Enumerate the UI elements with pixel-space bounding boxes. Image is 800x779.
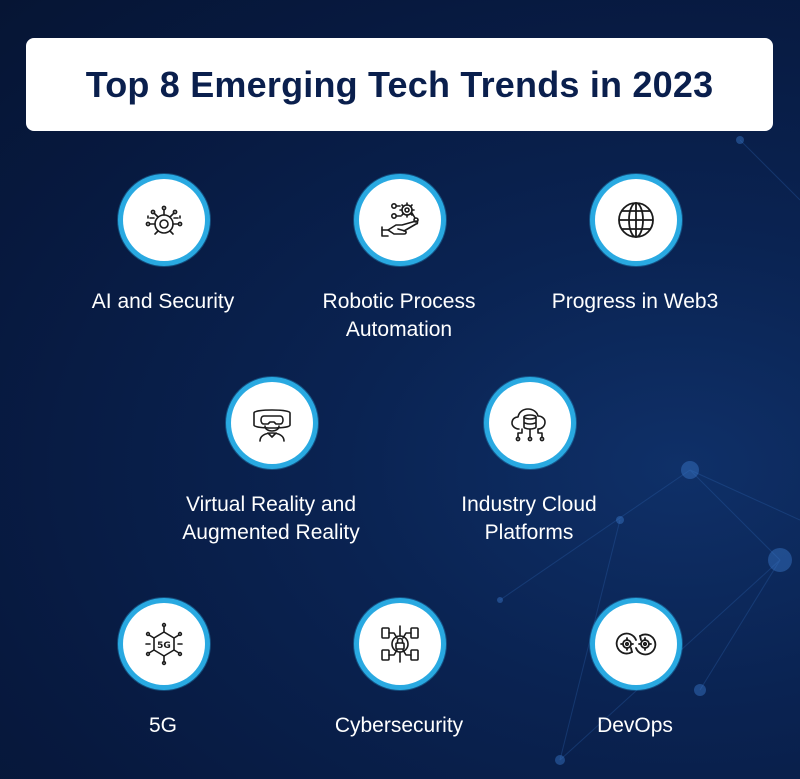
page-title: Top 8 Emerging Tech Trends in 2023	[85, 63, 714, 105]
robotic-automation-icon	[381, 202, 419, 237]
trend-label-cybersecurity: Cybersecurity	[334, 714, 464, 737]
trend-label-vr-ar: Virtual Reality and Augmented Reality	[182, 493, 360, 544]
trend-label-ai-security: AI and Security	[91, 290, 235, 313]
ai-security-icon	[145, 205, 183, 235]
5g-chip-icon: 5G	[145, 622, 183, 666]
cloud-database-icon	[511, 408, 546, 442]
globe-icon	[618, 202, 654, 238]
trend-label-industry-cloud: Industry Cloud Platforms	[461, 493, 597, 544]
trend-label-5g: 5G	[148, 714, 177, 737]
trend-icon-web3	[590, 174, 682, 266]
trend-icon-ai-security	[118, 174, 210, 266]
trend-icon-industry-cloud	[484, 377, 576, 469]
title-banner: Top 8 Emerging Tech Trends in 2023	[26, 38, 773, 131]
trend-icon-vr-ar	[226, 377, 318, 469]
vr-headset-icon	[253, 409, 291, 442]
trend-icon-cybersecurity	[354, 598, 446, 690]
trend-label-robotic-automation: Robotic Process Automation	[322, 290, 476, 341]
lock-circuit-icon	[381, 625, 419, 663]
trend-label-web3: Progress in Web3	[551, 290, 719, 313]
trend-label-devops: DevOps	[597, 714, 673, 737]
trend-icon-robotic-automation	[354, 174, 446, 266]
gears-cycle-icon	[615, 632, 657, 656]
trend-icon-5g: 5G	[118, 598, 210, 690]
trend-icon-devops	[590, 598, 682, 690]
svg-text:5G: 5G	[157, 641, 171, 651]
